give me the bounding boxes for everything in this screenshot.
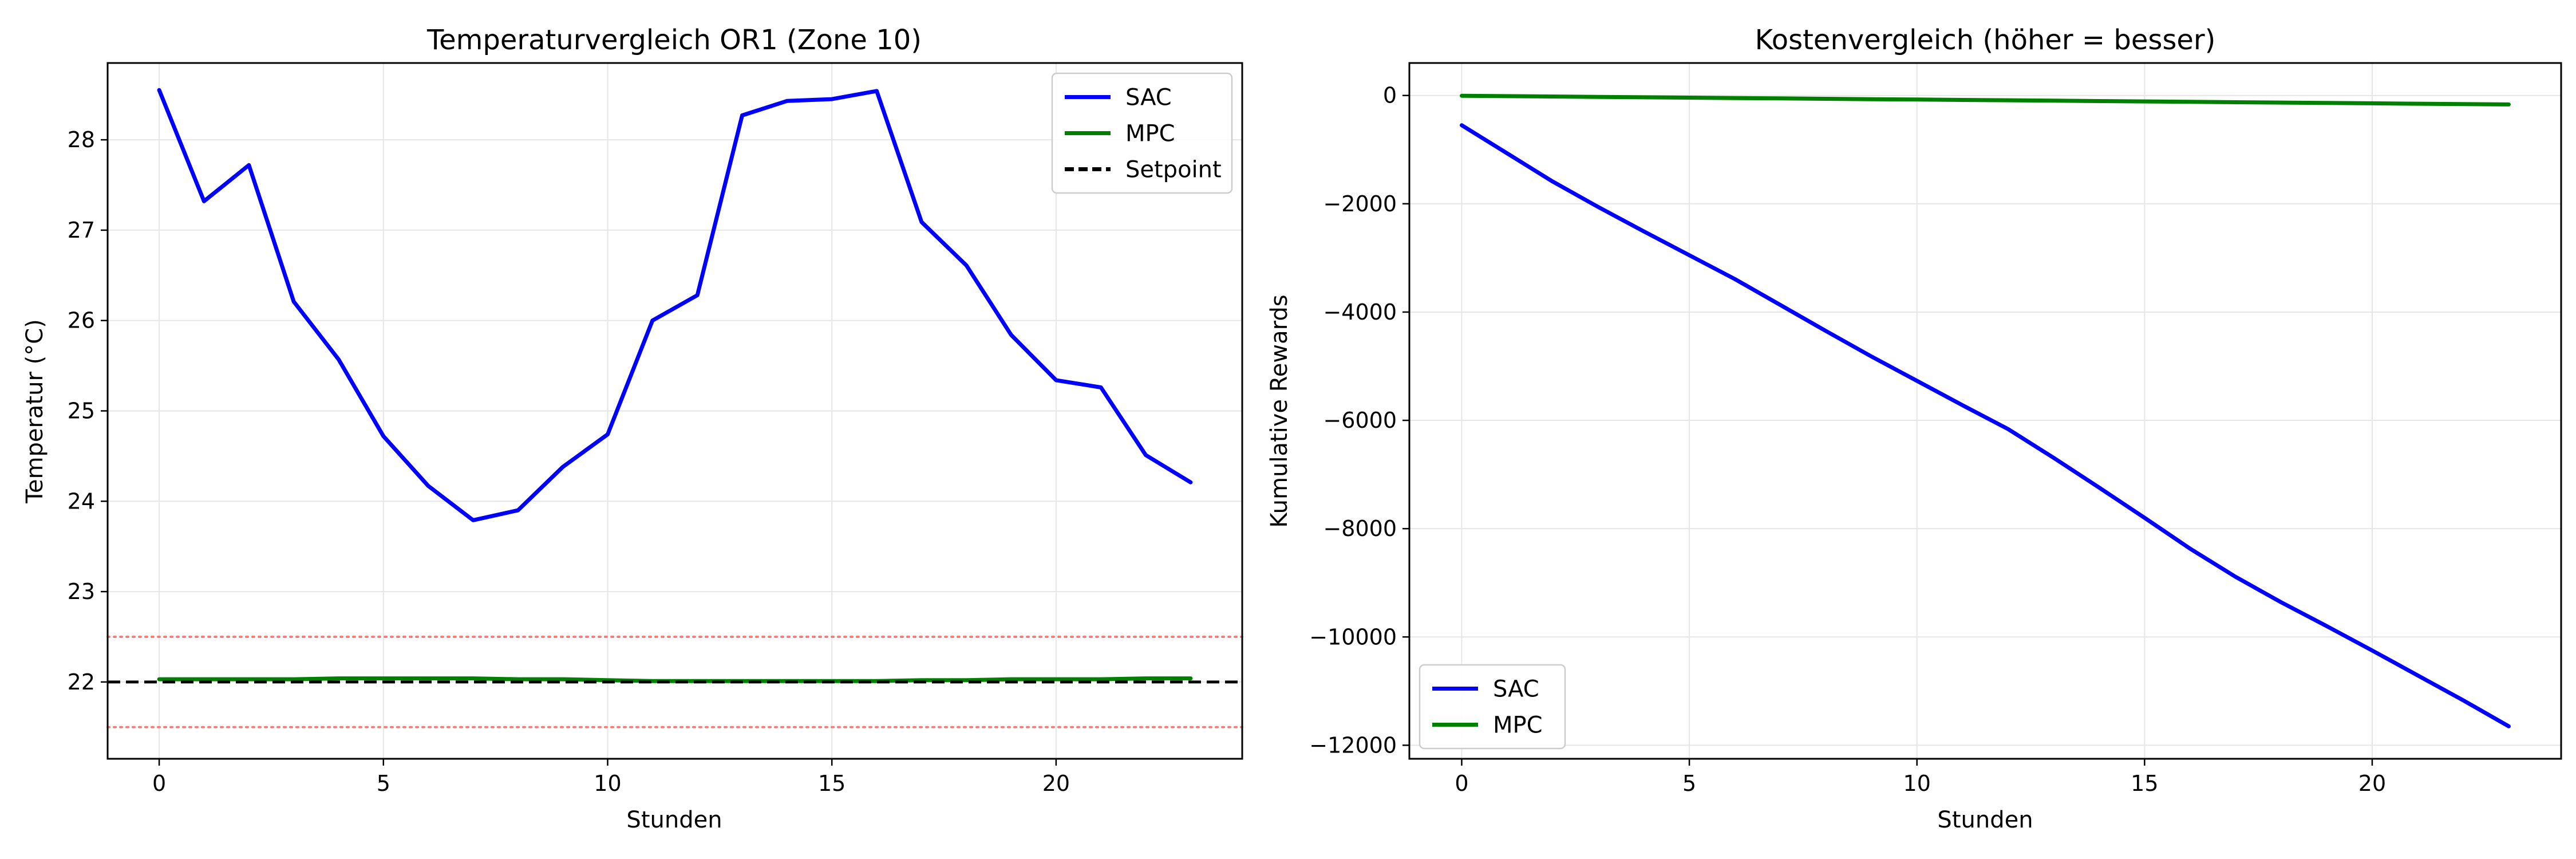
y-tick-label: −2000 <box>1323 191 1397 216</box>
y-tick-label: −8000 <box>1323 516 1397 541</box>
cost-chart: Kostenvergleich (höher = besser) 0 5 10 15 2… <box>1266 24 2562 833</box>
y-tick-label: 27 <box>68 218 95 243</box>
y-tick-label: 0 <box>1383 83 1397 108</box>
y-ticks: 0 −2000 −4000 −6000 −8000 −10000 −12000 <box>1309 83 1409 758</box>
y-axis-label: Kumulative Rewards <box>1266 294 1293 527</box>
chart-title: Kostenvergleich (höher = besser) <box>1755 24 2216 56</box>
legend-label: MPC <box>1493 712 1543 739</box>
legend-box <box>1051 72 1233 194</box>
x-tick-label: 0 <box>152 771 166 796</box>
legend-label: MPC <box>1125 121 1175 147</box>
y-tick-label: −12000 <box>1309 732 1397 758</box>
x-axis-label: Stunden <box>626 807 722 833</box>
series-lines <box>1460 93 2511 728</box>
x-tick-label: 10 <box>1903 771 1931 796</box>
x-tick-label: 5 <box>377 771 390 796</box>
series-mpc-line <box>157 676 1193 683</box>
x-tick-label: 5 <box>1682 771 1696 796</box>
x-tick-label: 15 <box>2131 771 2158 796</box>
grid-lines <box>1409 63 2561 759</box>
series-sac-line <box>157 88 1193 522</box>
x-ticks: 0 5 10 15 20 <box>152 759 1070 796</box>
y-tick-label: −10000 <box>1309 624 1397 649</box>
x-ticks: 0 5 10 15 20 <box>1455 759 2386 796</box>
y-tick-label: 22 <box>68 669 95 695</box>
x-axis-label: Stunden <box>1937 807 2033 833</box>
x-tick-label: 20 <box>2358 771 2386 796</box>
y-ticks: 22 23 24 25 26 27 28 <box>68 127 108 695</box>
legend-label: SAC <box>1493 676 1539 703</box>
legend-label: SAC <box>1125 85 1172 111</box>
legend: SAC MPC Setpoint <box>1051 72 1233 194</box>
x-tick-label: 15 <box>818 771 846 796</box>
x-tick-label: 10 <box>594 771 621 796</box>
legend-box <box>1419 664 1566 750</box>
series-lines <box>108 88 1242 684</box>
y-tick-label: 28 <box>68 127 95 152</box>
series-mpc-line <box>1460 93 2511 107</box>
temperature-chart: Temperaturvergleich OR1 (Zone 10) 0 5 10 15… <box>22 24 1243 833</box>
x-tick-label: 20 <box>1042 771 1070 796</box>
y-tick-label: −4000 <box>1323 300 1397 325</box>
plot-frame <box>1408 62 2562 760</box>
chart-title: Temperaturvergleich OR1 (Zone 10) <box>426 24 922 56</box>
y-tick-label: −6000 <box>1323 408 1397 433</box>
legend-label: Setpoint <box>1125 157 1222 183</box>
y-tick-label: 26 <box>68 308 95 333</box>
reference-lines <box>106 635 1243 728</box>
legend: SAC MPC <box>1419 664 1566 750</box>
x-tick-label: 0 <box>1455 771 1468 796</box>
series-sac-line <box>1460 123 2511 728</box>
y-axis-label: Temperatur (°C) <box>22 319 48 504</box>
y-tick-label: 24 <box>68 488 95 514</box>
y-tick-label: 23 <box>68 579 95 604</box>
y-tick-label: 25 <box>68 399 95 424</box>
